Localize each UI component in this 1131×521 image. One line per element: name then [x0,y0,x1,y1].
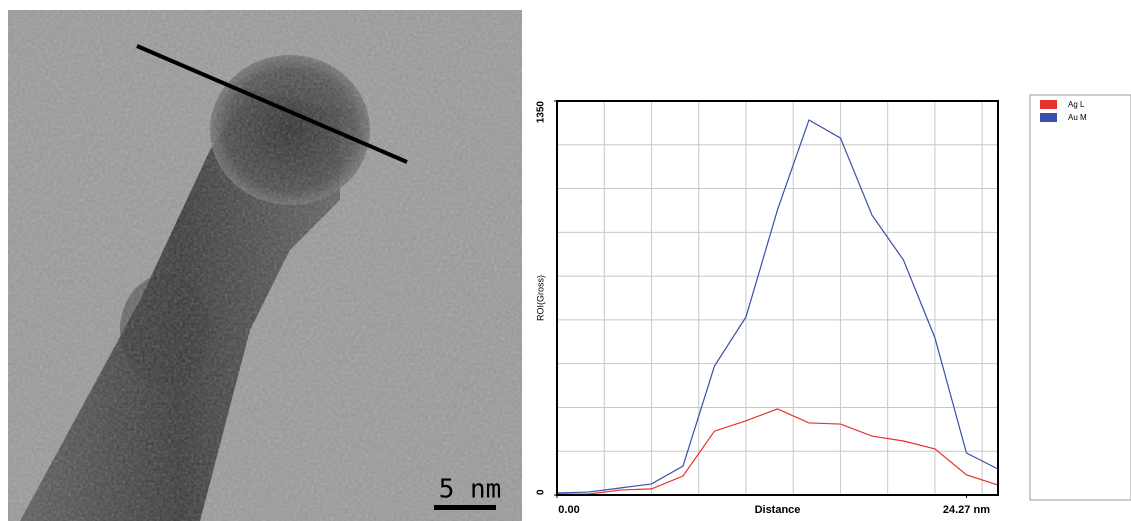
plot-frame [556,100,999,496]
tem-image: 5 nm [8,10,522,521]
legend-label: Au M [1068,113,1087,122]
legend-swatch [1040,113,1057,122]
x-tick-label: 24.27 nm [943,504,990,516]
legend-swatch [1040,100,1057,109]
scale-bar-label: 5 nm [439,475,502,505]
y-tick-label: 1350 [536,101,547,124]
legend-box [1029,94,1131,501]
x-tick-label: 0.00 [558,504,579,516]
series-line [557,408,999,495]
legend-label: Ag L [1068,100,1085,109]
y-axis-label: ROI(Gross) [535,275,545,321]
series-line [556,119,999,494]
x-axis-label: Distance [755,504,801,516]
plot-area [557,101,998,495]
y-tick-label: 0 [536,489,547,495]
